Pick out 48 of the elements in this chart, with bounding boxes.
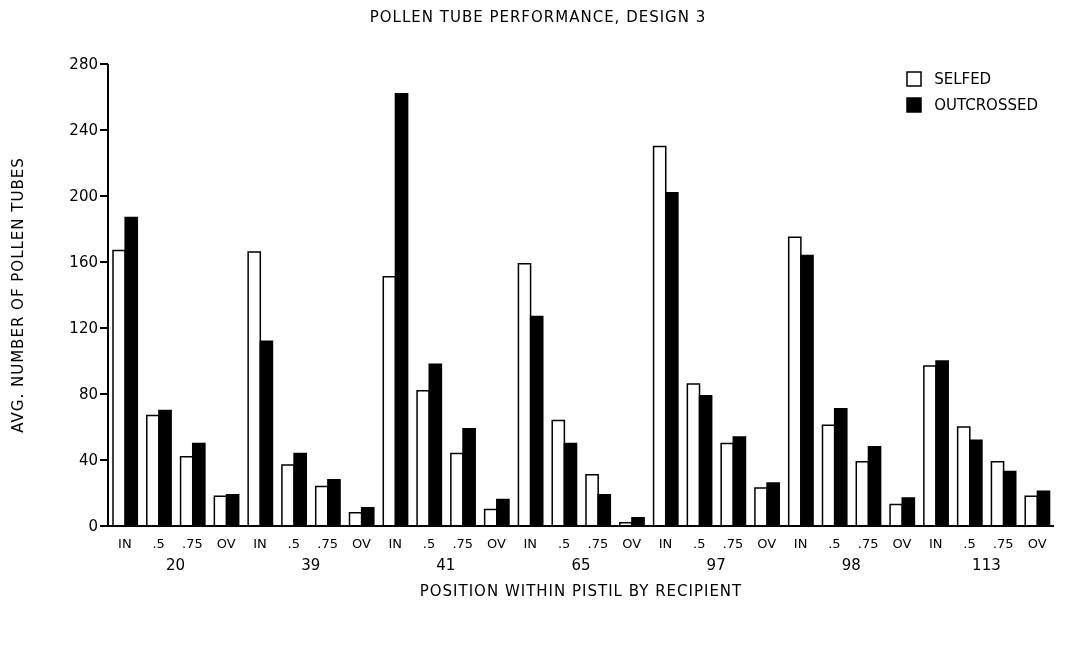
x-tick-label: .5 [693,536,706,551]
x-tick-label: OV [351,536,371,551]
y-tick-label: 160 [69,253,98,272]
x-tick-label: .5 [152,536,165,551]
x-tick-label: OV [757,536,777,551]
x-tick-label: .75 [857,536,879,551]
x-tick-label: IN [118,536,132,551]
text: 65 [571,556,591,574]
x-tick-label: IN [253,536,267,551]
y-tick-label: 240 [69,121,98,140]
chart-title: POLLEN TUBE PERFORMANCE, DESIGN 3 [368,8,708,28]
x-tick-label: IN [388,536,402,551]
x-tick-label: .5 [287,536,301,551]
x-tick-label: OV [892,536,912,551]
x-tick-label: IN [928,536,943,551]
x-tick-label: .5 [422,536,436,551]
x-tick-label: OV [216,536,236,551]
y-axis-title: AVG. NUMBER OF POLLEN TUBES [9,157,28,433]
x-tick-label: .5 [963,536,976,551]
x-tick-label: OV [622,536,642,551]
legend-label: SELFED [934,70,992,88]
x-tick-label: IN [793,536,808,551]
x-tick-label: .75 [452,536,474,551]
y-tick-label: 280 [69,55,98,74]
x-tick-label: .5 [828,536,841,551]
text: 20 [166,556,186,574]
x-tick-label: .75 [182,536,203,551]
x-tick-label: .75 [992,536,1014,551]
y-tick-label: 0 [88,517,98,536]
y-tick-label: 200 [69,187,98,206]
x-tick-label: .75 [317,536,338,551]
legend-label: OUTCROSSED [934,96,1038,114]
y-tick-label: 80 [78,385,98,404]
x-axis-title: POSITION WITHIN PISTIL BY RECIPIENT [419,582,743,600]
x-tick-label: .5 [557,536,571,551]
text: 97 [706,556,726,574]
text: 98 [841,556,861,574]
x-tick-label: OV [1027,536,1047,551]
text: 39 [301,556,321,574]
x-tick-label: .75 [587,536,609,551]
x-tick-label: IN [523,536,538,551]
x-tick-label: IN [658,536,673,551]
y-tick-label: 120 [69,319,98,338]
x-tick-label: .75 [722,536,744,551]
x-tick-label: OV [487,536,507,551]
text: 41 [436,556,456,574]
text: 113 [972,556,1001,574]
y-tick-label: 40 [78,451,98,470]
